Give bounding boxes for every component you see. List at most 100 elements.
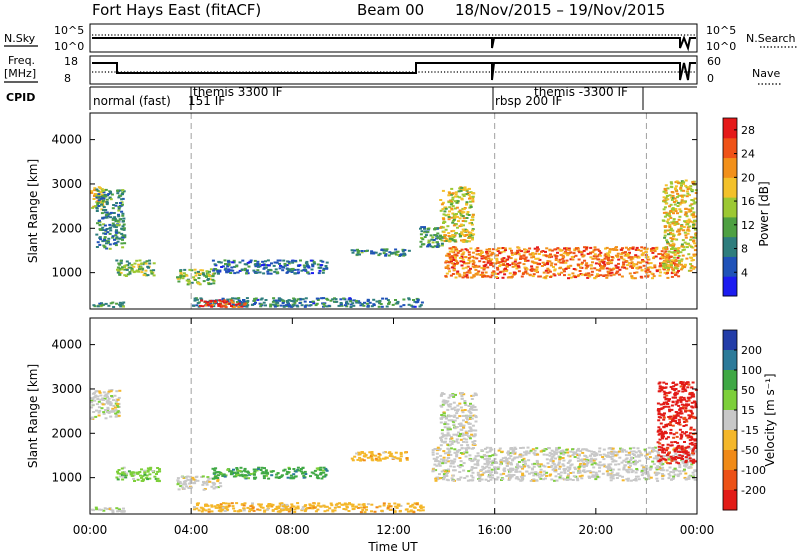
- power-data-cell: [115, 236, 119, 239]
- velocity-data-cell: [263, 472, 267, 475]
- velocity-data-cell: [394, 505, 398, 508]
- power-data-cell: [193, 299, 197, 302]
- velocity-data-cell: [463, 400, 467, 402]
- velocity-data-cell: [637, 454, 641, 457]
- power-data-cell: [621, 264, 625, 267]
- power-data-cell: [193, 268, 197, 271]
- velocity-data-cell: [129, 471, 133, 474]
- power-data-cell: [147, 266, 150, 269]
- power-data-cell: [322, 297, 326, 300]
- power-data-cell: [676, 192, 680, 195]
- power-data-cell: [611, 268, 615, 271]
- power-data-cell: [256, 269, 260, 272]
- power-data-cell: [637, 256, 641, 259]
- velocity-data-cell: [452, 465, 456, 468]
- velocity-data-cell: [531, 468, 534, 471]
- velocity-data-cell: [243, 476, 247, 479]
- velocity-data-cell: [684, 461, 688, 464]
- velocity-data-cell: [114, 415, 118, 418]
- power-data-cell: [96, 203, 100, 206]
- velocity-data-cell: [472, 414, 476, 417]
- power-data-cell: [640, 254, 644, 257]
- power-data-cell: [660, 262, 664, 265]
- velocity-data-cell: [688, 393, 692, 396]
- power-data-cell: [629, 247, 632, 249]
- power-data-cell: [368, 301, 372, 304]
- velocity-data-cell: [673, 420, 677, 423]
- power-data-cell: [450, 230, 454, 233]
- velocity-data-cell: [349, 503, 353, 506]
- power-data-cell: [491, 251, 495, 254]
- velocity-data-cell: [248, 510, 252, 513]
- velocity-data-cell: [675, 446, 679, 449]
- power-data-cell: [472, 274, 476, 277]
- power-data-cell: [659, 262, 662, 265]
- power-data-cell: [221, 297, 225, 300]
- power-data-cell: [692, 213, 695, 216]
- velocity-data-cell: [443, 421, 447, 424]
- power-data-cell: [674, 210, 678, 213]
- velocity-data-cell: [655, 477, 659, 480]
- power-data-cell: [664, 211, 668, 214]
- velocity-data-cell: [662, 414, 666, 417]
- velocity-data-cell: [375, 506, 379, 509]
- power-data-cell: [318, 266, 322, 269]
- velocity-data-cell: [155, 473, 158, 475]
- power-data-cell: [661, 253, 665, 256]
- velocity-data-cell: [474, 466, 478, 469]
- power-data-cell: [554, 257, 558, 260]
- power-data-cell: [453, 217, 457, 220]
- power-data-cell: [690, 265, 694, 267]
- velocity-data-cell: [293, 511, 297, 513]
- power-data-cell: [450, 248, 454, 251]
- velocity-data-cell: [543, 465, 547, 468]
- power-data-cell: [501, 276, 505, 279]
- velocity-data-cell: [448, 450, 452, 453]
- velocity-data-cell: [674, 396, 678, 399]
- velocity-data-cell: [667, 452, 670, 455]
- power-data-cell: [453, 240, 457, 243]
- velocity-data-cell: [657, 412, 661, 415]
- power-data-cell: [353, 249, 356, 252]
- velocity-data-cell: [285, 503, 289, 506]
- power-data-cell: [502, 262, 506, 265]
- power-data-cell: [542, 254, 546, 257]
- power-data-cell: [624, 246, 628, 249]
- power-data-cell: [596, 275, 600, 277]
- velocity-data-cell: [621, 479, 625, 482]
- power-data-cell: [671, 222, 675, 225]
- velocity-data-cell: [413, 502, 417, 505]
- velocity-data-cell: [519, 479, 523, 482]
- velocity-data-cell: [463, 409, 467, 411]
- power-data-cell: [683, 220, 687, 223]
- power-data-cell: [589, 264, 593, 267]
- velocity-data-cell: [690, 438, 694, 441]
- velocity-data-cell: [483, 458, 487, 461]
- power-data-cell: [283, 262, 287, 265]
- power-data-cell: [240, 305, 244, 308]
- power-data-cell: [472, 261, 476, 264]
- power-data-cell: [285, 300, 289, 302]
- power-data-cell: [573, 248, 577, 251]
- power-data-cell: [227, 263, 231, 266]
- power-data-cell: [212, 269, 216, 272]
- power-data-cell: [206, 278, 210, 280]
- power-data-cell: [684, 200, 687, 203]
- power-data-cell: [271, 300, 275, 303]
- power-data-cell: [123, 242, 127, 245]
- velocity-data-cell: [669, 386, 673, 388]
- power-data-cell: [669, 203, 673, 206]
- power-data-cell: [282, 305, 286, 308]
- velocity-data-cell: [102, 391, 106, 394]
- power-data-cell: [571, 258, 575, 261]
- power-data-cell: [452, 229, 456, 232]
- velocity-data-cell: [486, 471, 490, 473]
- power-data-cell: [97, 196, 101, 199]
- velocity-data-cell: [606, 454, 610, 457]
- power-colorbar-segment: [723, 177, 737, 198]
- power-data-cell: [595, 255, 599, 258]
- velocity-data-cell: [210, 504, 214, 507]
- power-data-cell: [666, 272, 669, 274]
- power-data-cell: [235, 301, 239, 303]
- velocity-data-cell: [399, 451, 403, 454]
